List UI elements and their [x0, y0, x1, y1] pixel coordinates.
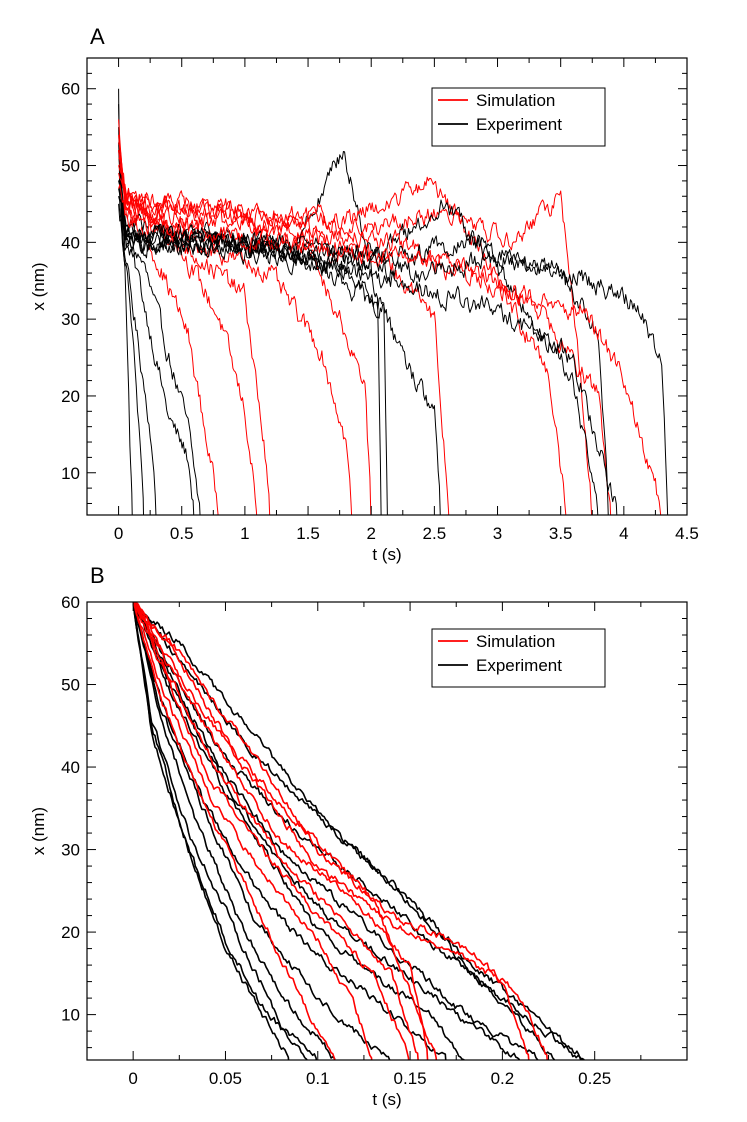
- plot-frame: [86, 57, 688, 516]
- chart-b: 0 0.05 0.1 0.15 0.2 0.25 10 20 30 40 50 60 t (s) x (n…: [29, 593, 688, 1109]
- series-line-simulation-12: [132, 602, 336, 1060]
- y-tick-label: 40: [61, 233, 80, 252]
- panel-a-label: A: [90, 24, 105, 49]
- legend-box: [431, 87, 606, 147]
- legend-label-experiment: Experiment: [476, 656, 562, 675]
- series-line-experiment-8: [132, 602, 539, 1060]
- y-tick-label: 60: [61, 593, 80, 612]
- series-line-experiment-0: [132, 602, 290, 1060]
- y-tick-label: 10: [61, 464, 80, 483]
- x-tick-label: 4: [619, 524, 628, 543]
- y-axis-label: x (nm): [29, 807, 48, 855]
- series-group: [118, 88, 669, 515]
- x-tick-label: 3: [493, 524, 502, 543]
- y-tick-label: 50: [61, 676, 80, 695]
- y-tick-label: 20: [61, 387, 80, 406]
- series-line-simulation-15: [132, 602, 419, 1060]
- legend-label-simulation: Simulation: [476, 91, 555, 110]
- series-line-experiment-4: [132, 602, 391, 1060]
- y-tick-label: 20: [61, 923, 80, 942]
- y-tick-label: 30: [61, 841, 80, 860]
- y-tick-label: 30: [61, 310, 80, 329]
- legend-box: [431, 628, 606, 688]
- x-tick-label: 3.5: [549, 524, 573, 543]
- x-tick-label: 0.1: [306, 1069, 330, 1088]
- x-tick-label: 0.5: [170, 524, 194, 543]
- series-line-simulation-15: [118, 157, 593, 515]
- x-axis-label: t (s): [372, 545, 401, 564]
- y-tick-label: 50: [61, 157, 80, 176]
- x-tick-label: 1.5: [296, 524, 320, 543]
- series-line-experiment-6: [132, 602, 465, 1060]
- series-line-experiment-2: [132, 602, 318, 1060]
- series-line-simulation-19: [133, 602, 549, 1060]
- series-line-experiment-21: [118, 203, 618, 515]
- series-line-simulation-19: [118, 184, 662, 515]
- series-line-experiment-18: [118, 179, 609, 515]
- series-line-experiment-5: [132, 602, 447, 1060]
- series-group: [132, 602, 585, 1060]
- series-line-simulation-8: [118, 150, 353, 515]
- series-line-simulation-18: [132, 602, 530, 1060]
- y-axis-label: x (nm): [29, 262, 48, 310]
- x-tick-label: 4.5: [675, 524, 699, 543]
- x-tick-label: 0: [128, 1069, 137, 1088]
- y-tick-label: 10: [61, 1006, 80, 1025]
- series-line-simulation-13: [118, 150, 450, 515]
- series-line-simulation-6: [118, 119, 258, 515]
- chart-a: 0 0.5 1 1.5 2 2.5 3 3.5 4 4.5 10 20 30 40 50 60 t (s) x (…: [29, 57, 699, 564]
- series-line-simulation-13: [132, 602, 373, 1060]
- y-tick-label: 40: [61, 758, 80, 777]
- legend-label-experiment: Experiment: [476, 115, 562, 134]
- x-tick-label: 0.25: [578, 1069, 611, 1088]
- x-tick-label: 0: [114, 524, 123, 543]
- series-line-experiment-4: [118, 150, 201, 515]
- x-tick-label: 0.2: [491, 1069, 515, 1088]
- series-line-simulation-17: [132, 602, 438, 1060]
- x-tick-label: 0.05: [209, 1069, 242, 1088]
- plot-frame: [86, 601, 688, 1061]
- series-line-simulation-5: [118, 134, 219, 515]
- series-line-experiment-1: [132, 602, 308, 1060]
- series-line-simulation-14: [133, 602, 410, 1060]
- legend: Simulation Experiment: [431, 628, 606, 688]
- x-tick-label: 0.15: [394, 1069, 427, 1088]
- legend-label-simulation: Simulation: [476, 632, 555, 651]
- x-tick-label: 1: [240, 524, 249, 543]
- series-line-experiment-11: [132, 602, 556, 1060]
- x-axis-label: t (s): [372, 1090, 401, 1109]
- series-line-simulation-16: [132, 602, 429, 1060]
- series-line-experiment-3: [118, 142, 195, 515]
- series-line-simulation-14: [118, 165, 567, 515]
- legend: Simulation Experiment: [431, 87, 606, 147]
- panel-b-label: B: [90, 563, 105, 588]
- series-line-experiment-3: [132, 602, 336, 1060]
- y-tick-label: 60: [61, 80, 80, 99]
- series-line-experiment-2: [118, 127, 157, 515]
- series-line-experiment-16: [118, 188, 599, 515]
- x-tick-label: 2: [366, 524, 375, 543]
- x-tick-label: 2.5: [423, 524, 447, 543]
